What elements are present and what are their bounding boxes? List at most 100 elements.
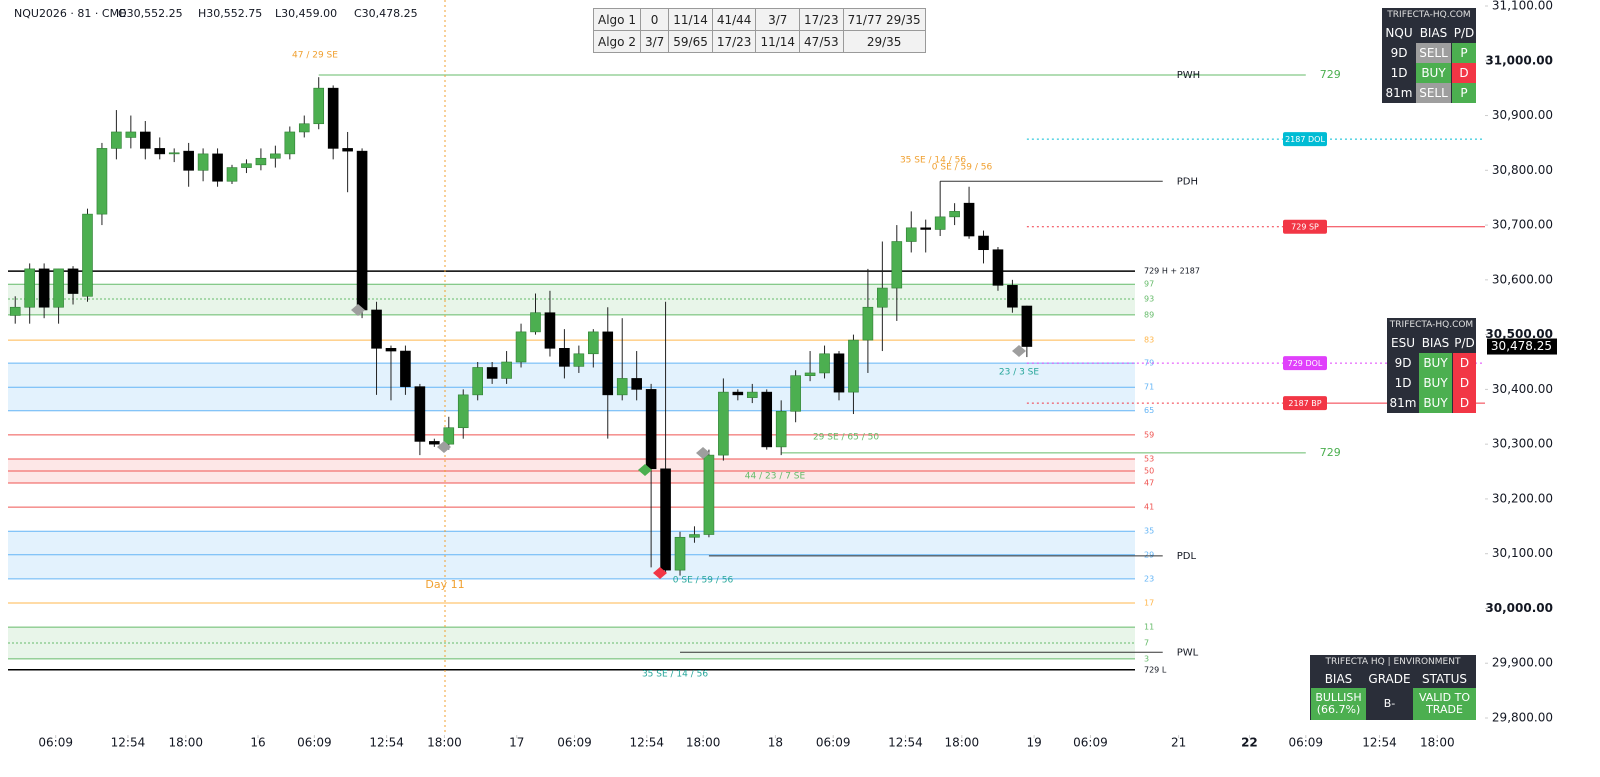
x-tick-label: 18:00: [945, 736, 980, 750]
annotation: 23 / 3 SE: [999, 368, 1040, 378]
panel-header: NQU BIAS P/D: [1382, 23, 1476, 43]
panel-cell: NQU: [1382, 23, 1415, 43]
y-tick-label: 30,400.00: [1492, 382, 1553, 396]
zone: [8, 458, 1135, 471]
candle-body: [616, 378, 628, 396]
table-cell: 41/44: [711, 8, 757, 31]
candle-body: [24, 268, 35, 308]
candle-body: [241, 163, 252, 168]
x-tick-label: 18: [768, 736, 783, 750]
marker: [696, 447, 710, 459]
x-tick-label: 06:09: [1073, 736, 1108, 750]
candle-body: [443, 427, 455, 445]
table-row: Algo 1 0 11/14 41/44 3/7 17/23 71/77 29/35: [593, 8, 926, 31]
environment-panel: TRIFECTA HQ | ENVIRONMENT BIAS GRADE STATUS…: [1310, 655, 1476, 720]
panel-cell: D: [1452, 373, 1476, 393]
panel-header: ESU BIAS P/D: [1387, 333, 1476, 353]
panel-cell: 1D: [1387, 373, 1418, 393]
candle-body: [154, 148, 166, 155]
candle-body: [645, 389, 657, 470]
y-tick-label: 30,300.00: [1492, 437, 1553, 451]
candle-body: [82, 213, 93, 297]
swing-label: PDH: [1177, 176, 1198, 187]
candle-body: [833, 353, 845, 393]
x-tick-label: 16: [250, 736, 265, 750]
panel-row: 81m BUY D: [1387, 393, 1476, 413]
level-label: 83: [1144, 336, 1154, 345]
table-cell: 17/23: [799, 8, 844, 31]
candle-body: [67, 268, 79, 294]
candle-body: [125, 131, 137, 138]
y-tick-label: 30,100.00: [1492, 546, 1553, 560]
candle-body: [819, 353, 830, 374]
x-tick-label: 18:00: [168, 736, 203, 750]
candle-body: [414, 386, 426, 442]
table-cell: 11/14: [668, 8, 713, 31]
candle-body: [53, 268, 64, 308]
key-level-label: 729 DOL: [1288, 359, 1323, 368]
key-level-label: 2187 BP: [1288, 399, 1321, 408]
panel-cell: P: [1451, 43, 1476, 63]
candle-body: [226, 167, 238, 182]
panel-cell: STATUS: [1412, 670, 1476, 688]
key-level-label: 2187 DOL: [1285, 135, 1325, 144]
candle-body: [501, 361, 512, 379]
x-tick-label: 22: [1241, 736, 1258, 750]
candle-body: [111, 131, 122, 149]
marker: [1012, 345, 1026, 357]
candle-body: [385, 348, 397, 352]
swing-label: PWH: [1177, 70, 1200, 81]
zone: [8, 642, 1135, 659]
candle-body: [848, 339, 859, 393]
panel-cell: P/D: [1451, 23, 1476, 43]
candle-body: [689, 534, 700, 538]
panel-cell: SELL: [1415, 43, 1451, 63]
x-tick-label: 18:00: [686, 736, 721, 750]
candle-body: [905, 227, 917, 242]
panel-cell: VALID TO TRADE: [1412, 688, 1476, 720]
x-tick-label: 06:09: [38, 736, 73, 750]
candle-body: [515, 331, 527, 363]
x-tick-label: 06:09: [1288, 736, 1323, 750]
zone: [8, 554, 1135, 579]
panel-row: 9D BUY D: [1387, 353, 1476, 373]
candle-body: [472, 367, 483, 396]
candle-body: [978, 235, 989, 251]
level-label: 50: [1144, 466, 1154, 475]
annotation: 0 SE / 59 / 56: [673, 576, 734, 586]
table-cell: 3/7: [639, 30, 670, 53]
bias-panel: TRIFECTA-HQ.COM ESU BIAS P/D 9D BUY D 1D BUY D 81m…: [1387, 318, 1476, 413]
panel-cell: D: [1452, 353, 1476, 373]
x-tick-label: 12:54: [369, 736, 404, 750]
level-label: 29: [1144, 550, 1154, 559]
annotation: 47 / 29 SE: [292, 51, 338, 61]
x-tick-label: 19: [1026, 736, 1041, 750]
key-level-box: [1283, 132, 1327, 147]
level-label: 3: [1144, 654, 1149, 663]
panel-title: TRIFECTA HQ | ENVIRONMENT: [1325, 657, 1461, 667]
x-tick-label: 12:54: [629, 736, 664, 750]
candle-body: [284, 131, 296, 155]
candle-body: [877, 287, 888, 308]
candle-body: [530, 312, 541, 333]
swing-label: PWL: [1177, 647, 1199, 658]
level-label: 89: [1144, 310, 1154, 319]
markers: [351, 304, 1026, 579]
axes: 31,100.00 31,000.00 30,900.00 30,800.00 30,7…: [38, 0, 1557, 750]
y-tick-label: 30,000.00: [1485, 601, 1553, 615]
panel-cell: BIAS: [1418, 333, 1452, 353]
panel-cell: ESU: [1387, 333, 1418, 353]
x-tick-label: 12:54: [111, 736, 146, 750]
panel-values: BULLISH (66.7%) B- VALID TO TRADE: [1310, 688, 1476, 720]
panel-title: TRIFECTA-HQ.COM: [1387, 10, 1471, 20]
panel-cell: GRADE: [1366, 670, 1412, 688]
table-cell: 17/23: [711, 30, 757, 53]
table-cell: 0: [639, 8, 670, 31]
zone: [8, 470, 1135, 484]
ohlc: L30,459.00: [275, 7, 337, 20]
swing-tag: 729: [1320, 68, 1341, 81]
x-tick-label: 17: [509, 736, 524, 750]
candle-body: [139, 131, 151, 149]
zone: [8, 387, 1135, 411]
zone: [8, 284, 1135, 300]
